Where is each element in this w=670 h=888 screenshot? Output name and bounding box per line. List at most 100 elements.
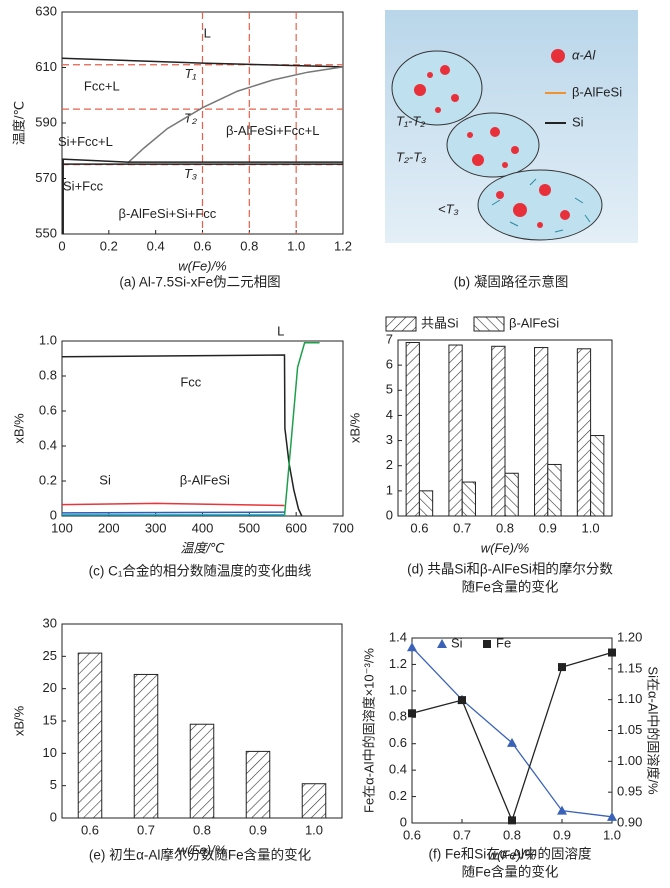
plot-frame	[411, 637, 613, 824]
legend-label: Si	[572, 114, 584, 129]
caption: (f) Fe和Si在α-Al中的固溶度	[428, 847, 591, 862]
y-axis-label: xB/%	[11, 413, 26, 444]
x-tick-label: 0.6	[403, 827, 421, 842]
y-axis-label: 温度/℃	[11, 101, 26, 145]
x-tick-label: 0.8	[503, 827, 521, 842]
y-axis-label: Fe在α-Al中的固溶度×10⁻³/%	[361, 648, 376, 813]
legend-label: β-AlFeSi	[509, 315, 559, 330]
x-tick-label: 0.9	[539, 520, 557, 535]
annotation: Si+Fcc+L	[58, 134, 113, 149]
x-axis-label: 温度/℃	[180, 540, 225, 555]
marker	[507, 737, 517, 747]
series-line	[411, 646, 613, 818]
y-tick-label: 4	[386, 407, 393, 422]
x-tick-label: 200	[98, 520, 120, 535]
x-tick-label: 100	[51, 520, 73, 535]
y2-tick-label: 0.90	[617, 814, 642, 829]
y-tick-label: 0	[386, 507, 393, 522]
grain-stage-3	[477, 169, 603, 241]
x-axis-label: w(Fe)/%	[178, 258, 226, 273]
y-tick-label: 7	[386, 331, 393, 346]
curve	[61, 57, 344, 68]
y-tick-label: 590	[35, 114, 57, 129]
legend-marker	[437, 639, 447, 648]
bar	[418, 490, 434, 517]
y-tick-label: 2	[386, 457, 393, 472]
y-tick-label: 0.2	[39, 472, 57, 487]
x-tick-label: 1.2	[334, 238, 352, 253]
bar	[245, 750, 271, 819]
caption: 随Fe含量的变化	[462, 580, 559, 595]
y-tick-label: 20	[43, 680, 57, 695]
y2-tick-label: 0.95	[617, 784, 642, 799]
y-tick-label: 1.4	[389, 629, 407, 644]
y2-axis-label: Si在α-Al中的固溶度/%	[646, 666, 661, 795]
y-tick-label: 5	[386, 382, 393, 397]
x-tick-label: 1.0	[582, 520, 600, 535]
caption: (e) 初生α-Al摩尔分数随Fe含量的变化	[89, 847, 311, 863]
schematic: α-Al β-AlFeSi Si T₁-T₂ T₂-T₃ <T₃ (b) 凝固路…	[385, 10, 638, 290]
stage-label: T₁-T₂	[396, 113, 425, 128]
y2-tick-label: 1.05	[617, 722, 642, 737]
grain-stage-2	[446, 112, 540, 178]
annotation: Si+Fcc	[63, 178, 104, 193]
marker	[408, 709, 416, 718]
x-tick-label: 0.7	[453, 827, 471, 842]
plot-frame	[61, 340, 344, 517]
bar	[504, 472, 519, 517]
x-tick-label: 0.8	[193, 822, 211, 837]
annotation: L	[277, 324, 284, 339]
annotation: β-AlFeSi	[180, 472, 230, 487]
x-axis-label: w(Fe)/%	[488, 847, 536, 862]
marker	[557, 805, 567, 815]
legend-label: Fe	[496, 635, 511, 650]
curve	[61, 502, 285, 507]
y-axis-label: xB/%	[347, 412, 362, 443]
x-tick-label: 0.7	[453, 520, 471, 535]
bar	[448, 344, 463, 517]
y-tick-label: 0.8	[389, 709, 407, 724]
y-tick-label: 0	[50, 809, 57, 824]
y2-tick-label: 1.20	[617, 629, 642, 644]
reference-label: T₂	[184, 111, 197, 126]
marker	[607, 811, 617, 821]
x-tick-label: 0.6	[410, 520, 428, 535]
grain-stage-1	[391, 50, 483, 126]
bar	[547, 463, 562, 517]
y2-tick-label: 1.15	[617, 660, 642, 675]
curve	[283, 342, 320, 517]
alpha-al-particles	[414, 49, 570, 228]
legend-label: 共晶Si	[421, 315, 459, 330]
annotation: β-AlFeSi+Si+Fcc	[118, 206, 216, 221]
x-tick-label: 300	[145, 520, 167, 535]
bar	[576, 348, 592, 517]
y-tick-label: 15	[43, 712, 57, 727]
x-tick-label: 0.7	[137, 822, 155, 837]
y-tick-label: 0.8	[39, 367, 57, 382]
y-tick-label: 0.4	[389, 762, 407, 777]
annotation: L	[204, 26, 211, 41]
x-tick-label: 700	[332, 520, 354, 535]
y-tick-label: 0	[50, 507, 57, 522]
bar	[301, 783, 327, 819]
x-tick-label: 0.8	[240, 238, 258, 253]
x-tick-label: 0.6	[193, 238, 211, 253]
y-tick-label: 1.2	[389, 656, 407, 671]
y-tick-label: 5	[50, 777, 57, 792]
annotation: Fcc	[180, 374, 201, 389]
series-line	[411, 651, 613, 823]
legend-label: Si	[451, 635, 463, 650]
x-tick-label: 1.0	[305, 822, 323, 837]
legend-marker	[483, 640, 491, 648]
legend-label: β-AlFeSi	[572, 84, 622, 99]
caption: (a) Al-7.5Si-xFe伪二元相图	[119, 275, 280, 290]
y-tick-label: 3	[386, 432, 393, 447]
y-tick-label: 30	[43, 615, 57, 630]
stage-label: <T₃	[438, 201, 459, 216]
bar	[590, 435, 605, 517]
x-tick-label: 600	[285, 520, 307, 535]
y-tick-label: 25	[43, 648, 57, 663]
y-tick-label: 610	[35, 59, 57, 74]
y-tick-label: 0.6	[389, 735, 407, 750]
